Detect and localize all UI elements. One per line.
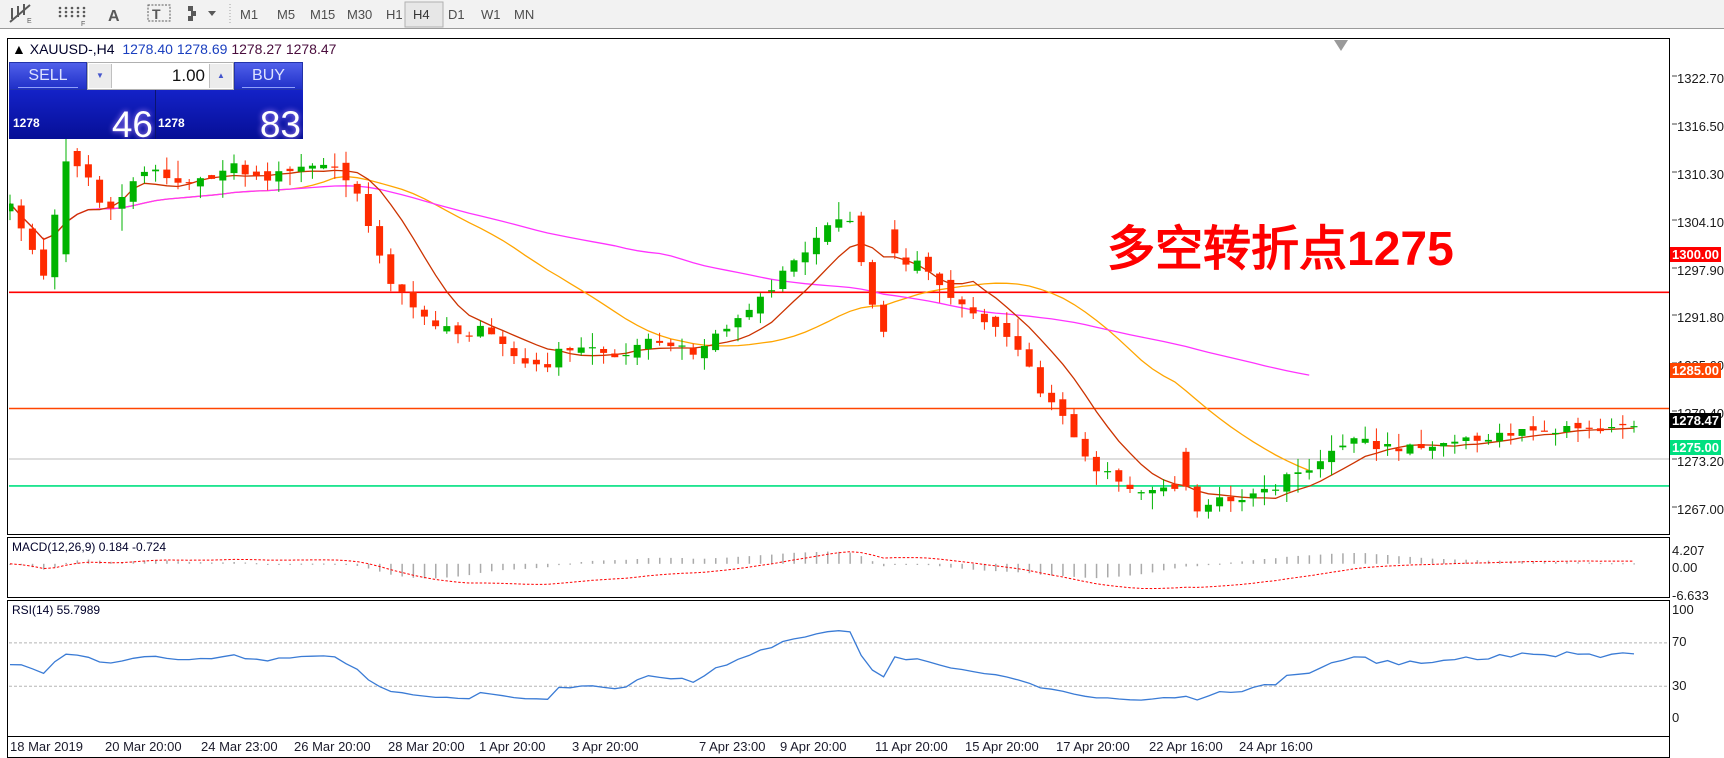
svg-text:F: F	[81, 21, 85, 28]
svg-text:MN: MN	[514, 7, 534, 22]
svg-text:M1: M1	[240, 7, 258, 22]
svg-text:T: T	[152, 6, 161, 22]
svg-text:H4: H4	[413, 7, 430, 22]
svg-text:A: A	[108, 8, 120, 25]
svg-text:M30: M30	[347, 7, 372, 22]
svg-text:D1: D1	[448, 7, 465, 22]
svg-text:M15: M15	[310, 7, 335, 22]
svg-text:M5: M5	[277, 7, 295, 22]
svg-text:E: E	[27, 18, 32, 25]
svg-text:H1: H1	[386, 7, 403, 22]
svg-text:多空转折点1275: 多空转折点1275	[1107, 223, 1454, 276]
svg-text:W1: W1	[481, 7, 501, 22]
